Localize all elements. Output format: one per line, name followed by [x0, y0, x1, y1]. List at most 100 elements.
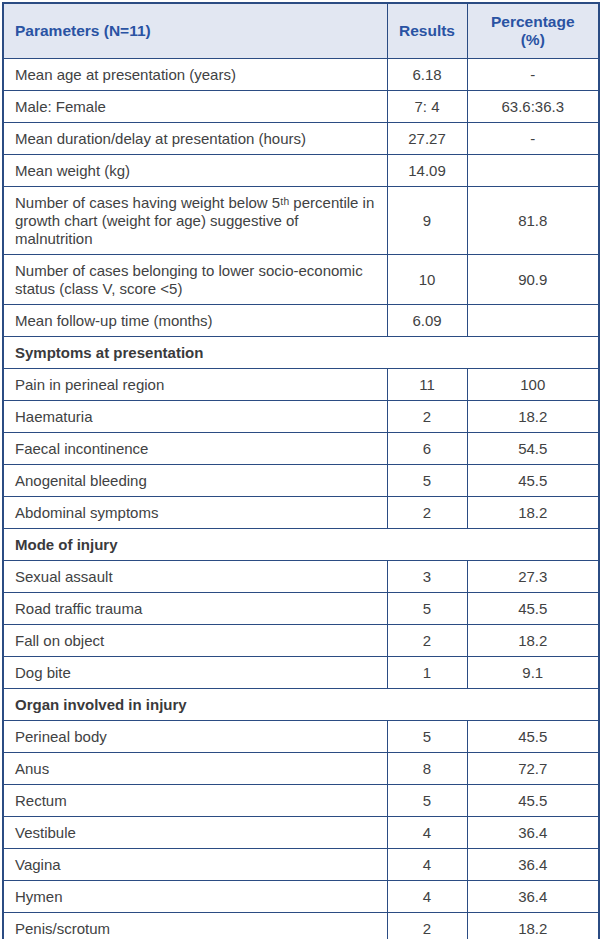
percentage-cell: [467, 155, 599, 187]
percentage-cell: 27.3: [467, 561, 599, 593]
result-cell: 8: [387, 753, 467, 785]
result-cell: 4: [387, 849, 467, 881]
table-row: Rectum545.5: [3, 785, 599, 817]
parameter-cell: Mean age at presentation (years): [3, 59, 387, 91]
percentage-cell: 54.5: [467, 433, 599, 465]
percentage-cell: 36.4: [467, 881, 599, 913]
table-row: Haematuria218.2: [3, 401, 599, 433]
result-cell: 6.09: [387, 305, 467, 337]
result-cell: 5: [387, 785, 467, 817]
table-row: Male: Female7: 463.6:36.3: [3, 91, 599, 123]
table-row: Fall on object218.2: [3, 625, 599, 657]
table-header-row: Parameters (N=11) Results Percentage (%): [3, 3, 599, 59]
percentage-cell: [467, 305, 599, 337]
percentage-cell: 18.2: [467, 625, 599, 657]
result-cell: 4: [387, 817, 467, 849]
percentage-cell: 36.4: [467, 849, 599, 881]
section-row: Organ involved in injury: [3, 689, 599, 721]
result-cell: 4: [387, 881, 467, 913]
section-title: Symptoms at presentation: [3, 337, 599, 369]
percentage-cell: 45.5: [467, 721, 599, 753]
parameter-cell: Road traffic trauma: [3, 593, 387, 625]
percentage-cell: 45.5: [467, 465, 599, 497]
parameter-cell: Mean weight (kg): [3, 155, 387, 187]
parameter-cell: Mean duration/delay at presentation (hou…: [3, 123, 387, 155]
table-row: Perineal body545.5: [3, 721, 599, 753]
percentage-cell: 18.2: [467, 913, 599, 939]
table-row: Anogenital bleeding545.5: [3, 465, 599, 497]
result-cell: 2: [387, 913, 467, 939]
result-cell: 2: [387, 401, 467, 433]
parameter-cell: Anus: [3, 753, 387, 785]
percentage-cell: 45.5: [467, 785, 599, 817]
parameter-cell: Fall on object: [3, 625, 387, 657]
percentage-cell: 18.2: [467, 401, 599, 433]
parameter-cell: Mean follow-up time (months): [3, 305, 387, 337]
table-row: Mean follow-up time (months)6.09: [3, 305, 599, 337]
result-cell: 6: [387, 433, 467, 465]
table-row: Road traffic trauma545.5: [3, 593, 599, 625]
parameter-cell: Faecal incontinence: [3, 433, 387, 465]
percentage-cell: 63.6:36.3: [467, 91, 599, 123]
column-header-parameters: Parameters (N=11): [3, 3, 387, 59]
percentage-cell: 90.9: [467, 255, 599, 305]
parameter-cell: Pain in perineal region: [3, 369, 387, 401]
percentage-cell: 72.7: [467, 753, 599, 785]
result-cell: 5: [387, 465, 467, 497]
result-cell: 5: [387, 593, 467, 625]
table-row: Number of cases belonging to lower socio…: [3, 255, 599, 305]
table-row: Mean age at presentation (years)6.18-: [3, 59, 599, 91]
table-row: Penis/scrotum218.2: [3, 913, 599, 939]
parameter-cell: Male: Female: [3, 91, 387, 123]
section-row: Mode of injury: [3, 529, 599, 561]
parameter-cell: Abdominal symptoms: [3, 497, 387, 529]
percentage-cell: 36.4: [467, 817, 599, 849]
percentage-cell: -: [467, 123, 599, 155]
table-figure: Parameters (N=11) Results Percentage (%)…: [0, 0, 601, 939]
table-row: Dog bite19.1: [3, 657, 599, 689]
table-row: Vestibule436.4: [3, 817, 599, 849]
parameter-cell: Hymen: [3, 881, 387, 913]
result-cell: 2: [387, 625, 467, 657]
parameter-cell: Dog bite: [3, 657, 387, 689]
table-row: Vagina436.4: [3, 849, 599, 881]
result-cell: 14.09: [387, 155, 467, 187]
result-cell: 27.27: [387, 123, 467, 155]
parameter-cell: Haematuria: [3, 401, 387, 433]
table-row: Hymen436.4: [3, 881, 599, 913]
percentage-cell: -: [467, 59, 599, 91]
column-header-results: Results: [387, 3, 467, 59]
table-row: Mean weight (kg)14.09: [3, 155, 599, 187]
parameter-cell: Perineal body: [3, 721, 387, 753]
column-header-percentage: Percentage (%): [467, 3, 599, 59]
parameter-cell: Penis/scrotum: [3, 913, 387, 939]
table-row: Number of cases having weight below 5ᵗʰ …: [3, 187, 599, 255]
parameter-cell: Rectum: [3, 785, 387, 817]
parameter-cell: Number of cases having weight below 5ᵗʰ …: [3, 187, 387, 255]
table-row: Mean duration/delay at presentation (hou…: [3, 123, 599, 155]
table-row: Pain in perineal region11100: [3, 369, 599, 401]
percentage-cell: 100: [467, 369, 599, 401]
parameter-cell: Anogenital bleeding: [3, 465, 387, 497]
table-row: Anus872.7: [3, 753, 599, 785]
table-row: Faecal incontinence654.5: [3, 433, 599, 465]
percentage-cell: 9.1: [467, 657, 599, 689]
section-title: Mode of injury: [3, 529, 599, 561]
result-cell: 9: [387, 187, 467, 255]
result-cell: 7: 4: [387, 91, 467, 123]
parameters-table: Parameters (N=11) Results Percentage (%)…: [2, 2, 600, 939]
result-cell: 5: [387, 721, 467, 753]
table-row: Sexual assault327.3: [3, 561, 599, 593]
parameter-cell: Sexual assault: [3, 561, 387, 593]
result-cell: 2: [387, 497, 467, 529]
parameter-cell: Number of cases belonging to lower socio…: [3, 255, 387, 305]
percentage-cell: 81.8: [467, 187, 599, 255]
percentage-cell: 45.5: [467, 593, 599, 625]
section-title: Organ involved in injury: [3, 689, 599, 721]
result-cell: 11: [387, 369, 467, 401]
table-row: Abdominal symptoms218.2: [3, 497, 599, 529]
result-cell: 6.18: [387, 59, 467, 91]
table-container: Parameters (N=11) Results Percentage (%)…: [0, 0, 601, 939]
percentage-cell: 18.2: [467, 497, 599, 529]
table-body: Mean age at presentation (years)6.18-Mal…: [3, 59, 599, 939]
